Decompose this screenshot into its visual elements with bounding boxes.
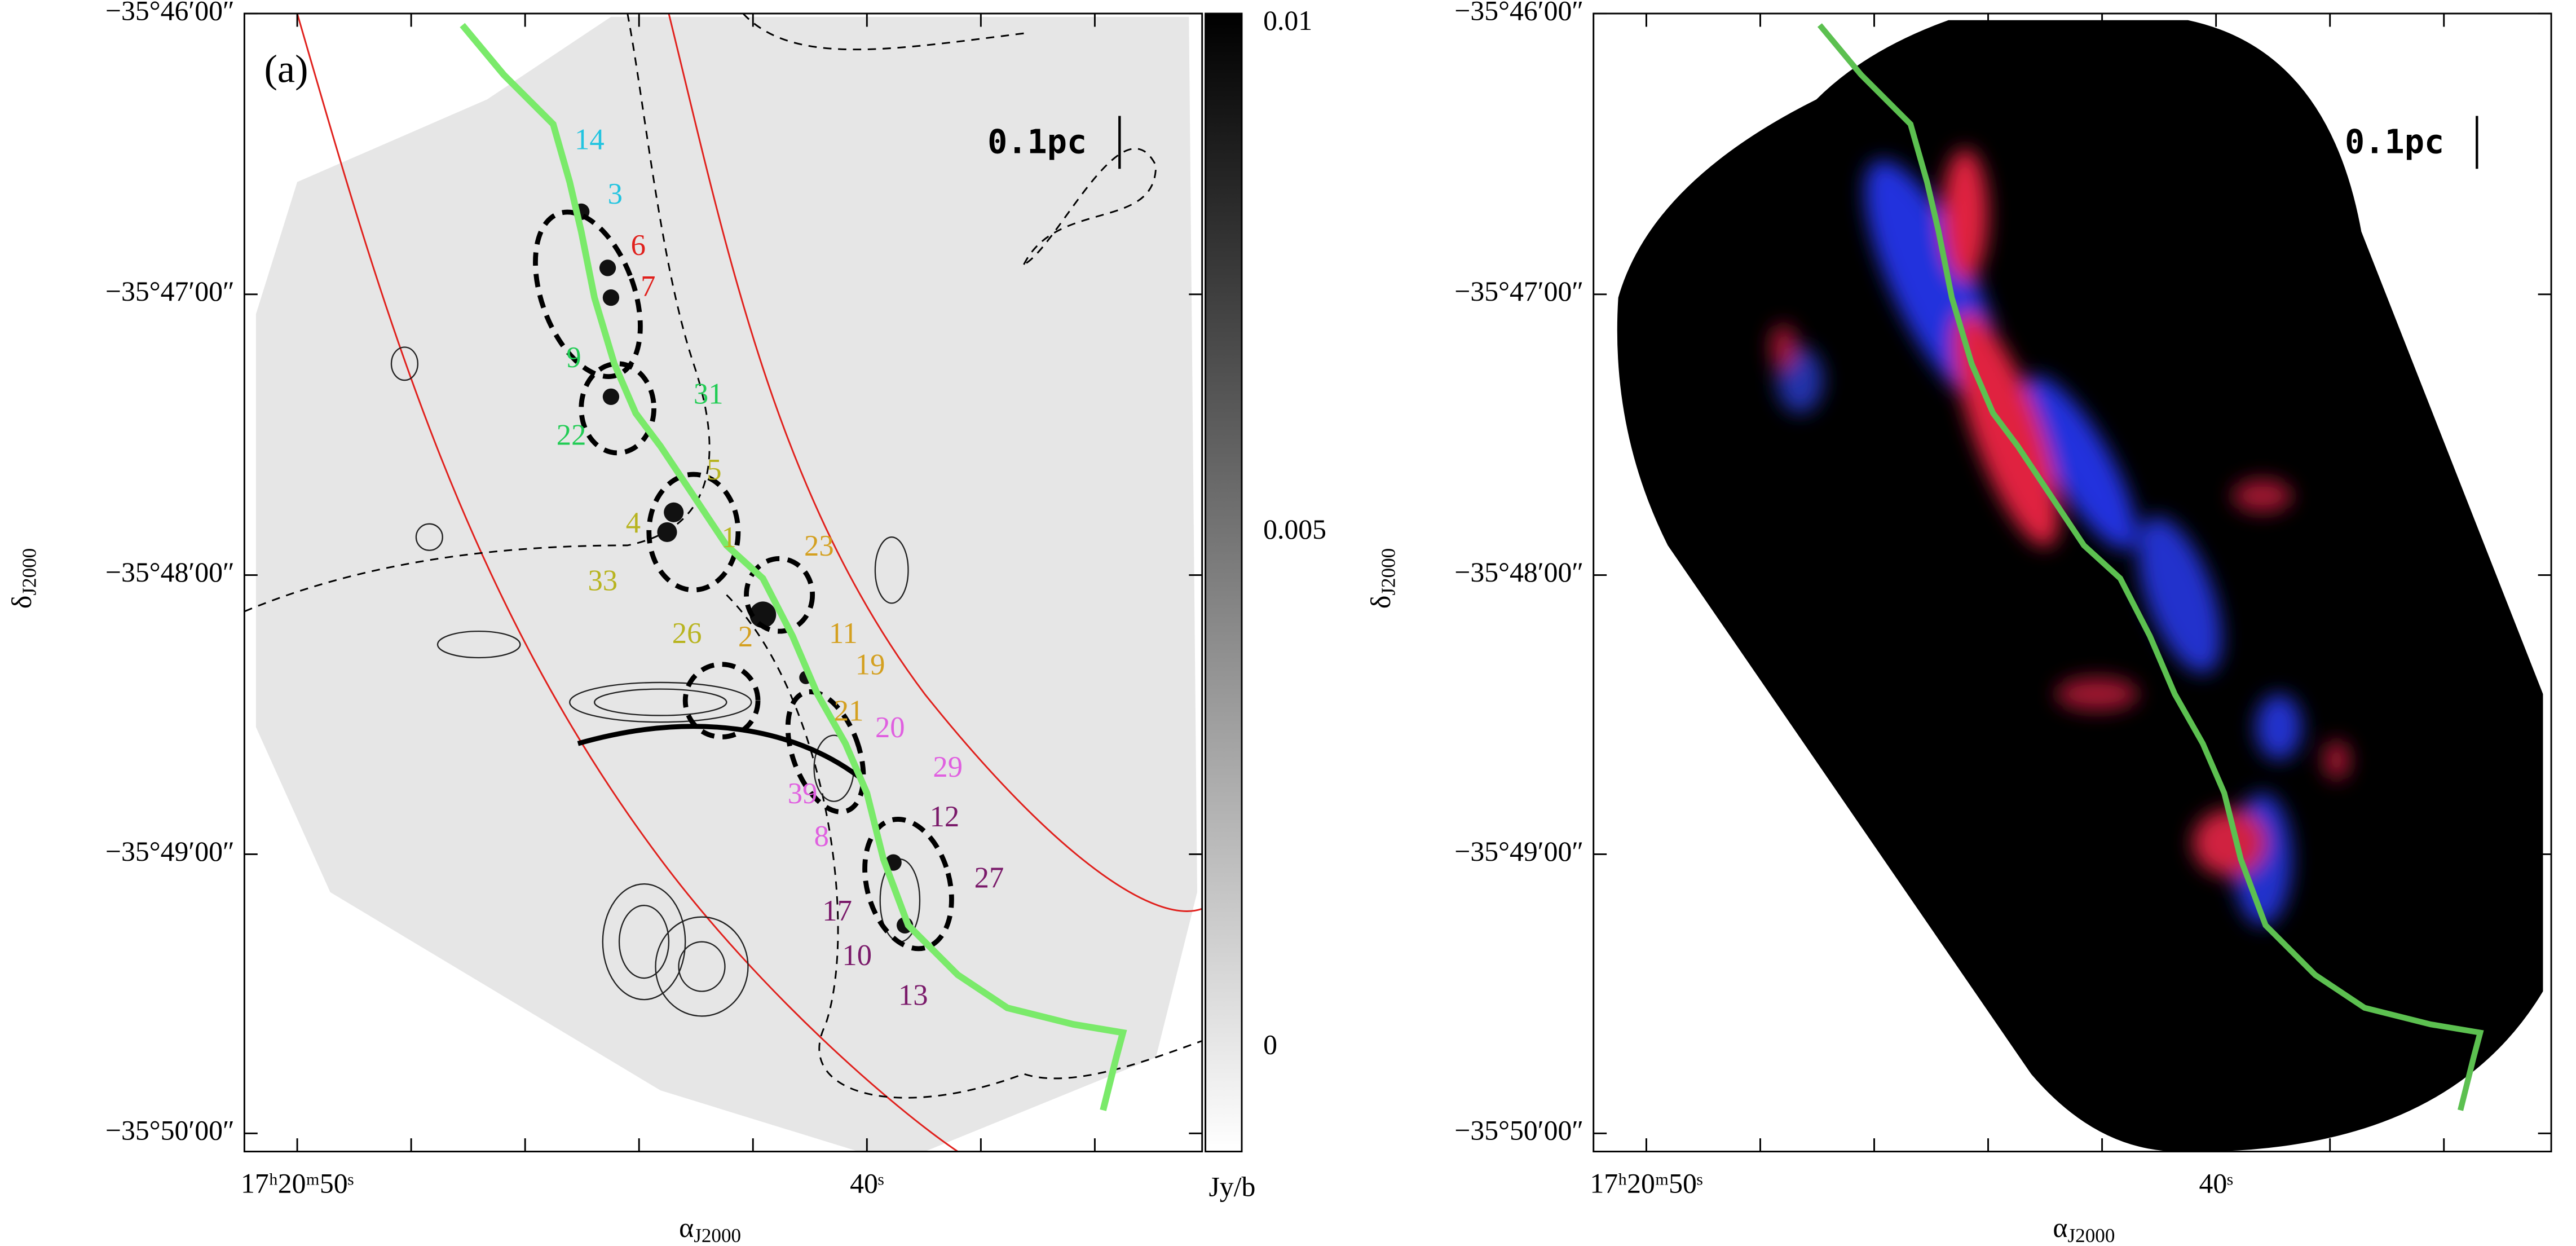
source-label: 26 (672, 617, 702, 650)
source-label: 39 (788, 777, 818, 810)
colorbar-tick-label: 0.005 (1263, 514, 1326, 545)
colorbar-unit: Jy/b (1208, 1171, 1255, 1202)
source-label: 4 (626, 507, 641, 539)
source-label: 31 (694, 377, 724, 410)
source-label: 8 (814, 820, 829, 853)
source-label: 13 (898, 979, 928, 1011)
source-label: 20 (875, 711, 905, 744)
y-axis-title: δJ2000 (6, 548, 40, 609)
colorbar-tick-label: 0.01 (1263, 5, 1312, 36)
source-label: 17 (822, 895, 852, 927)
y-tick-label: −35°50′00″ (105, 1115, 235, 1146)
axis-symbol: α (679, 1213, 694, 1244)
source-label: 27 (974, 861, 1004, 894)
x-tick-label: 17ʰ20ᵐ50ˢ (241, 1168, 354, 1199)
scale-bar-label: 0.1pc (987, 122, 1087, 161)
axis-symbol: α (2053, 1213, 2067, 1244)
panel-label: (b) (1618, 47, 1665, 91)
y-tick-label: −35°49′00″ (105, 836, 235, 867)
source-label: 3 (608, 178, 623, 210)
colorbar-tick-label: 0 (1263, 1029, 1277, 1060)
panel-b-frame (1593, 12, 2552, 1152)
panel-a-frame (243, 12, 1203, 1152)
axis-symbol: δ (1365, 596, 1396, 609)
source-label: 6 (631, 229, 646, 262)
source-label: 9 (566, 341, 581, 374)
x-axis-title: αJ2000 (679, 1213, 741, 1246)
y-tick-label: −35°47′00″ (105, 276, 235, 307)
axis-subscript: J2000 (1378, 548, 1400, 596)
axis-subscript: J2000 (694, 1225, 741, 1246)
x-tick-label: 17ʰ20ᵐ50ˢ (1590, 1168, 1702, 1199)
axis-subscript: J2000 (2067, 1225, 2115, 1246)
source-label: 19 (855, 649, 885, 681)
source-label: 2 (738, 620, 753, 653)
y-tick-label: −35°49′00″ (1454, 836, 1583, 867)
y-tick-label: −35°48′00″ (105, 557, 235, 588)
x-axis-title: αJ2000 (2053, 1213, 2115, 1246)
y-tick-label: −35°46′00″ (105, 0, 235, 26)
panel-a-image (244, 13, 1202, 1152)
y-tick-label: −35°46′00″ (1454, 0, 1583, 26)
source-label: 21 (834, 695, 864, 728)
y-tick-label: −35°50′00″ (1454, 1115, 1583, 1146)
source-label: 5 (707, 454, 721, 486)
panel-b-image (1617, 20, 2543, 1152)
source-label: 11 (829, 617, 858, 650)
source-label: 1 (722, 521, 736, 554)
x-tick-label: 40ˢ (850, 1168, 884, 1199)
source-label: 29 (933, 751, 963, 783)
scale-bar-label: 0.1pc (2345, 122, 2444, 161)
axis-symbol: δ (6, 596, 37, 609)
axis-subscript: J2000 (19, 548, 41, 596)
source-label: 10 (842, 939, 872, 972)
source-label: 12 (930, 800, 960, 833)
y-tick-label: −35°47′00″ (1454, 276, 1583, 307)
y-axis-title: δJ2000 (1365, 548, 1399, 609)
y-tick-label: −35°48′00″ (1454, 557, 1583, 588)
source-label: 22 (557, 419, 586, 452)
panel-label: (a) (264, 47, 308, 91)
x-tick-label: 40ˢ (2199, 1168, 2233, 1199)
source-label: 14 (575, 123, 605, 156)
colorbar (1205, 12, 1243, 1152)
source-label: 23 (804, 530, 834, 562)
source-label: 7 (641, 270, 655, 303)
source-label: 33 (588, 564, 617, 597)
